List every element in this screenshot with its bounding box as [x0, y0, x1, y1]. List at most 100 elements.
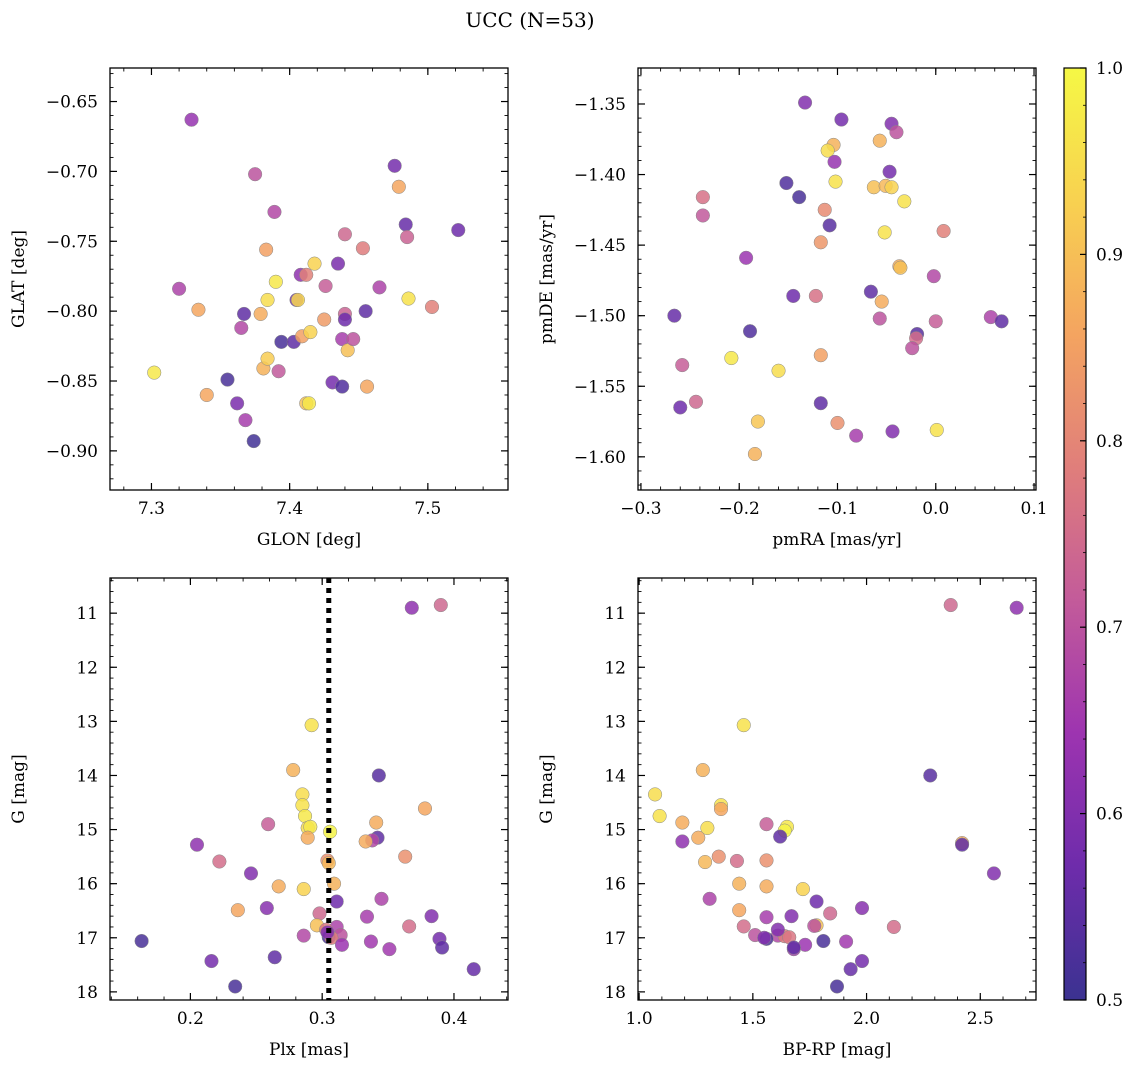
x-tick-label: 2.5: [967, 1009, 994, 1029]
point-26: [759, 879, 774, 894]
point-47: [382, 942, 397, 957]
point-34: [759, 910, 774, 925]
point-44: [134, 933, 149, 949]
point-28: [702, 891, 717, 906]
point-26: [271, 879, 286, 894]
point-52: [807, 918, 822, 933]
point-53: [451, 223, 466, 238]
point-30: [259, 900, 274, 916]
point-12: [248, 167, 263, 182]
point-34: [424, 909, 439, 924]
point-23: [398, 849, 413, 864]
point-4: [889, 125, 904, 140]
y-tick-label: 12: [604, 658, 626, 678]
x-tick-label: 0.4: [440, 1009, 467, 1029]
point-50: [849, 428, 864, 443]
minor-ticks: [638, 578, 1036, 1000]
point-36: [736, 919, 751, 934]
point-30: [303, 325, 318, 340]
point-19: [189, 837, 205, 852]
colorbar-tick-label: 0.7: [1096, 618, 1123, 638]
point-2: [1009, 600, 1024, 615]
x-tick-label: 7.3: [138, 499, 165, 519]
point-20: [711, 849, 726, 864]
minor-ticks: [110, 578, 508, 1000]
y-tick-label: 17: [604, 929, 626, 949]
y-tick-label: −1.35: [574, 95, 626, 115]
point-23: [813, 235, 828, 250]
x-tick-label: 0.2: [177, 1009, 204, 1029]
x-tick-label: 0.1: [1021, 499, 1048, 519]
point-11: [779, 175, 794, 191]
point-44: [358, 304, 373, 319]
point-10: [261, 817, 276, 832]
point-50: [267, 950, 282, 965]
point-20: [212, 854, 227, 869]
point-48: [435, 940, 450, 955]
point-44: [839, 934, 854, 949]
y-tick-label: 13: [76, 712, 98, 732]
point-51: [401, 291, 416, 306]
point-12: [792, 190, 807, 205]
point-37: [402, 919, 417, 934]
point-19: [955, 837, 970, 852]
point-43: [355, 241, 370, 256]
x-tick-label: 1.5: [739, 1009, 766, 1029]
axes-frame: [109, 67, 509, 491]
y-tick-label: 15: [76, 821, 98, 841]
point-43: [816, 933, 831, 949]
y-tick-label: −1.55: [574, 377, 626, 397]
x-axis-label: pmRA [mas/yr]: [772, 530, 901, 550]
y-tick-label: 13: [604, 712, 626, 732]
panels: 7.3 7.4 7.5 −0.65 −0.70 −0.75 −0.80 −0.85 −0.90 G…: [9, 67, 1048, 1060]
figure-title: UCC (N=53): [465, 8, 594, 32]
colorbar-tick-label: 0.9: [1096, 245, 1123, 265]
point-17: [300, 830, 315, 845]
point-30: [808, 288, 823, 303]
panel-2: −0.3 −0.2 −0.1 0.0 0.1 −1.35 −1.40 −1.45 −1.50 −1…: [537, 67, 1048, 550]
point-49: [843, 962, 858, 977]
point-30: [854, 900, 870, 916]
point-5: [923, 768, 938, 783]
point-28: [863, 284, 878, 299]
point-48: [391, 179, 406, 194]
point-18: [358, 834, 373, 849]
point-33: [318, 278, 333, 294]
point-19: [695, 208, 710, 223]
point-6: [220, 372, 235, 387]
y-tick-label: −1.40: [574, 166, 626, 186]
point-37: [886, 919, 901, 935]
point-52: [228, 979, 243, 994]
point-46: [688, 394, 704, 409]
y-tick-label: 16: [604, 875, 626, 895]
point-49: [398, 217, 413, 232]
y-tick-label: −0.85: [46, 372, 98, 392]
point-40: [905, 341, 920, 356]
point-16: [260, 292, 275, 308]
point-15: [773, 829, 788, 844]
y-tick-label: −1.45: [574, 236, 626, 256]
point-51: [770, 922, 785, 937]
point-10: [675, 815, 690, 830]
point-36: [928, 314, 943, 329]
minor-ticks: [110, 68, 508, 490]
point-16: [884, 180, 899, 195]
point-7: [230, 396, 245, 411]
point-27: [795, 882, 810, 897]
point-50: [400, 230, 415, 245]
y-tick-label: −0.90: [46, 442, 98, 462]
point-18: [267, 204, 282, 219]
point-46: [334, 937, 350, 952]
point-11: [369, 815, 384, 830]
point-9: [237, 306, 252, 321]
point-17: [260, 351, 275, 366]
point-26: [893, 260, 908, 275]
x-tick-label: 1.0: [626, 1009, 653, 1029]
point-32: [823, 906, 838, 921]
point-4: [286, 763, 301, 778]
point-32: [317, 312, 332, 327]
x-tick-label: −0.2: [719, 499, 760, 519]
point-32: [667, 308, 682, 323]
point-31: [874, 294, 889, 309]
